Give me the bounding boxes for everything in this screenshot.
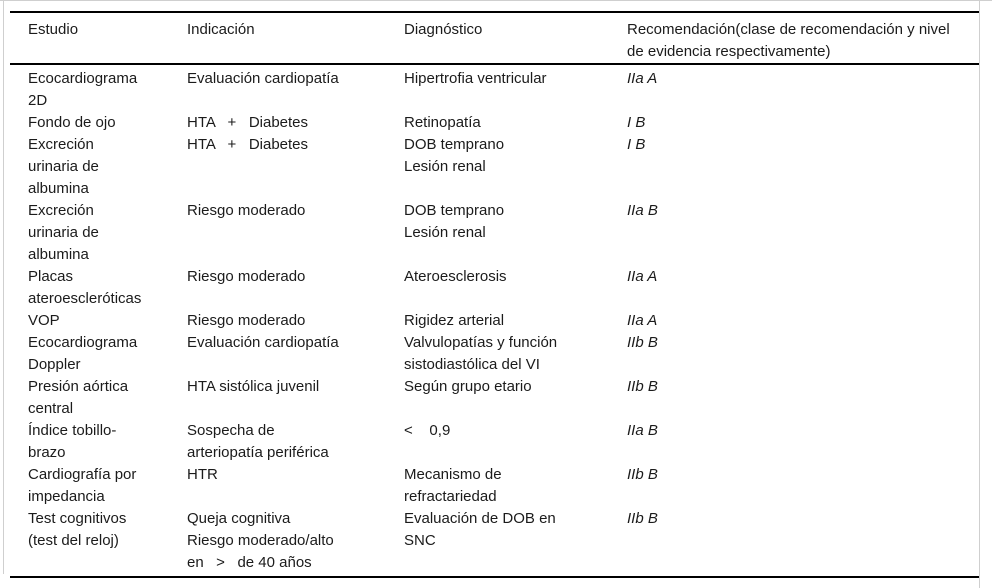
table-body: Ecocardiograma 2D Evaluación cardiopatía H…: [10, 64, 979, 577]
column-header-indicacion: Indicación: [187, 12, 404, 65]
frame-border-left: [3, 1, 4, 574]
table-row: Excreción urinaria de albumina Riesgo mod…: [10, 200, 979, 266]
table-cell: Valvulopatías y función sistodiastólica …: [404, 334, 558, 373]
table-cell: Fondo de ojo: [28, 114, 116, 131]
table-cell: HTR: [187, 466, 218, 483]
table-cell: Ateroesclerosis: [404, 268, 507, 285]
table-cell: Riesgo moderado: [187, 312, 306, 329]
recommendation-cell: IIa A: [627, 268, 658, 285]
table-cell: Índice tobillo- brazo: [28, 422, 117, 461]
table-row: Ecocardiograma 2D Evaluación cardiopatía H…: [10, 64, 979, 112]
table-cell: Mecanismo de refractariedad: [404, 466, 502, 505]
recommendation-cell: IIa B: [627, 202, 658, 219]
table-row: Presión aórtica central HTA sistólica juv…: [10, 376, 979, 420]
recommendation-cell: IIb B: [627, 334, 658, 351]
header-row: Estudio Indicación Diagnóstico Recomenda…: [10, 12, 979, 65]
table-cell: Riesgo moderado: [187, 268, 306, 285]
column-header-diagnostico: Diagnóstico: [404, 12, 627, 65]
table-cell: Evaluación cardiopatía: [187, 334, 339, 351]
table-cell: < 0,9: [404, 422, 451, 439]
column-header-recomendacion: Recomendación(clase de recomendación y n…: [627, 12, 979, 65]
table-cell: HTA sistólica juvenil: [187, 378, 320, 395]
column-header-estudio: Estudio: [10, 12, 187, 65]
table-cell: Sospecha de arteriopatía periférica: [187, 422, 329, 461]
table-cell: Queja cognitiva Riesgo moderado/alto en …: [187, 510, 334, 571]
table-cell: DOB temprano Lesión renal: [404, 202, 505, 241]
recommendation-cell: IIa A: [627, 70, 658, 87]
table-cell: VOP: [28, 312, 60, 329]
recommendation-cell: IIa A: [627, 312, 658, 329]
table-cell: HTA + Diabetes: [187, 136, 309, 153]
table-cell: Excreción urinaria de albumina: [28, 202, 99, 263]
table-cell: Excreción urinaria de albumina: [28, 136, 99, 197]
table-cell: Ecocardiograma 2D: [28, 70, 138, 109]
table-cell: Retinopatía: [404, 114, 481, 131]
recommendation-cell: IIb B: [627, 378, 658, 395]
recommendation-cell: I B: [627, 114, 646, 131]
table-cell: Cardiografía por impedancia: [28, 466, 137, 505]
table-row: Índice tobillo- brazo Sospecha de arterio…: [10, 420, 979, 464]
recommendation-cell: IIa B: [627, 422, 658, 439]
frame-border-right: [979, 1, 980, 588]
recommendation-cell: I B: [627, 136, 646, 153]
table-cell: HTA + Diabetes: [187, 114, 309, 131]
table-cell: Según grupo etario: [404, 378, 532, 395]
table-row: Fondo de ojo HTA + Diabetes Retinopatía I B: [10, 112, 979, 134]
frame-border-top: [0, 0, 992, 1]
table-row: Cardiografía por impedancia HTR Mecanismo …: [10, 464, 979, 508]
recommendation-cell: IIb B: [627, 466, 658, 483]
table-cell: Presión aórtica central: [28, 378, 129, 417]
table-cell: Rigidez arterial: [404, 312, 505, 329]
table-row: Test cognitivos (test del reloj) Queja co…: [10, 508, 979, 577]
table-cell: Evaluación cardiopatía: [187, 70, 339, 87]
table-cell: Ecocardiograma Doppler: [28, 334, 138, 373]
table-cell: Evaluación de DOB en SNC: [404, 510, 556, 549]
table-row: Excreción urinaria de albumina HTA + Diab…: [10, 134, 979, 200]
table-row: Ecocardiograma Doppler Evaluación cardiop…: [10, 332, 979, 376]
table-cell: Riesgo moderado: [187, 202, 306, 219]
table-row: VOP Riesgo moderado Rigidez arterial IIa A: [10, 310, 979, 332]
recommendation-cell: IIb B: [627, 510, 658, 527]
table-cell: Test cognitivos (test del reloj): [28, 510, 127, 549]
table-cell: Hipertrofia ventricular: [404, 70, 547, 87]
table-cell: Placas ateroescleróticas: [28, 268, 142, 307]
recommendations-table: Estudio Indicación Diagnóstico Recomenda…: [10, 11, 979, 578]
table-header: Estudio Indicación Diagnóstico Recomenda…: [10, 12, 979, 65]
table-row: Placas ateroescleróticas Riesgo moderado A…: [10, 266, 979, 310]
table-cell: DOB temprano Lesión renal: [404, 136, 505, 175]
